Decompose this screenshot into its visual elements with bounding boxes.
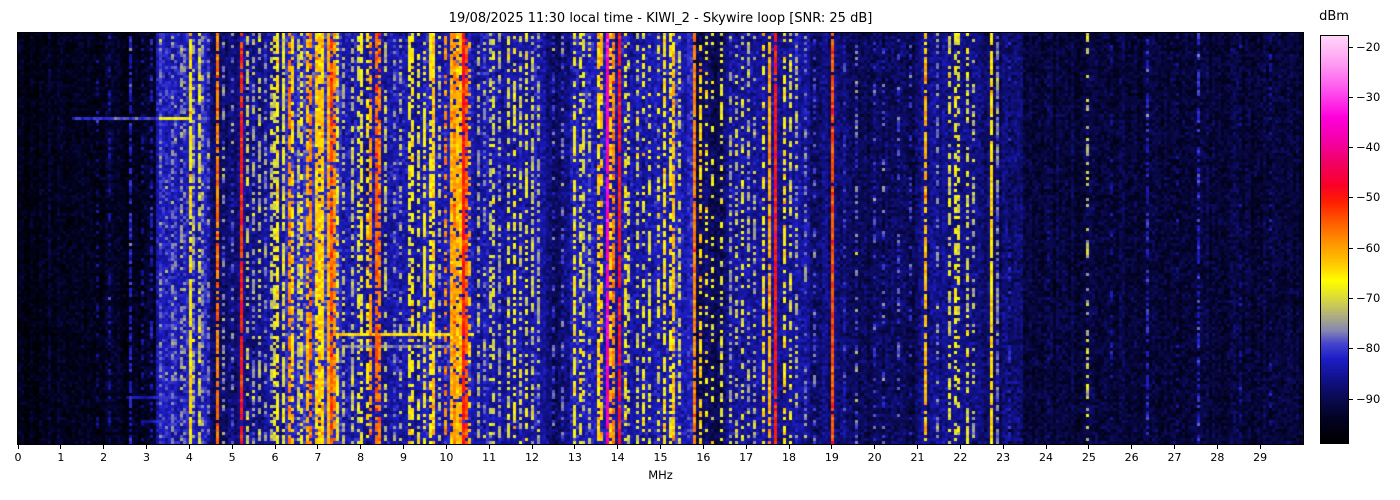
x-tick-label: 4 <box>185 451 193 464</box>
x-tick-label: 3 <box>143 451 150 464</box>
x-tick-mark <box>188 445 190 449</box>
x-tick-mark <box>146 445 147 449</box>
x-tick-mark <box>917 445 918 449</box>
x-tick-mark <box>274 445 276 449</box>
x-tick-mark <box>1045 445 1047 449</box>
colorbar-tick-label: −80 <box>1356 341 1381 356</box>
colorbar-tick-label: −30 <box>1356 89 1381 104</box>
x-tick-mark <box>17 445 19 449</box>
x-tick-mark <box>360 445 362 449</box>
x-tick-mark <box>745 445 747 449</box>
x-tick-mark <box>831 445 833 449</box>
x-axis-label: MHz <box>648 468 673 482</box>
x-tick-mark <box>1131 445 1133 449</box>
colorbar-gradient <box>1320 35 1349 444</box>
x-tick-mark <box>103 445 105 449</box>
x-tick-label: 2 <box>100 451 108 464</box>
colorbar-tick-mark <box>1349 398 1353 400</box>
x-tick-label: 26 <box>1124 451 1139 464</box>
colorbar-tick-label: −20 <box>1356 39 1381 54</box>
x-tick-mark <box>531 445 533 449</box>
x-tick-mark <box>317 445 319 449</box>
x-tick-mark <box>231 445 233 449</box>
x-tick-label: 16 <box>696 451 711 464</box>
x-tick-label: 6 <box>271 451 279 464</box>
x-tick-label: 27 <box>1167 451 1182 464</box>
x-tick-mark <box>403 445 404 449</box>
x-tick-label: 18 <box>782 451 796 464</box>
x-tick-mark <box>445 445 447 449</box>
colorbar-unit-label: dBm <box>1319 9 1349 24</box>
colorbar-tick-mark <box>1349 96 1353 98</box>
colorbar-tick-mark <box>1349 298 1353 300</box>
x-tick-mark <box>488 445 490 449</box>
x-tick-mark <box>702 445 704 449</box>
x-tick-mark <box>1259 445 1261 449</box>
x-tick-label: 12 <box>525 451 539 464</box>
colorbar-tick-label: −70 <box>1356 291 1381 306</box>
x-tick-label: 0 <box>14 451 22 464</box>
x-tick-label: 8 <box>357 451 365 464</box>
x-tick-mark <box>788 445 790 449</box>
x-tick-label: 15 <box>653 451 668 464</box>
x-tick-mark <box>1002 445 1004 449</box>
x-tick-mark <box>1174 445 1175 449</box>
x-tick-label: 21 <box>910 451 925 464</box>
x-tick-mark <box>574 445 576 449</box>
x-tick-mark <box>959 445 961 449</box>
x-tick-label: 13 <box>567 451 582 464</box>
x-tick-label: 10 <box>439 451 454 464</box>
x-tick-mark <box>660 445 661 449</box>
x-tick-label: 20 <box>867 451 882 464</box>
colorbar-tick-label: −40 <box>1356 140 1381 155</box>
x-tick-label: 11 <box>482 451 497 464</box>
x-tick-label: 7 <box>314 451 322 464</box>
chart-title: 19/08/2025 11:30 local time - KIWI_2 - S… <box>448 11 873 26</box>
x-tick-label: 19 <box>824 451 839 464</box>
colorbar-tick-mark <box>1349 197 1353 199</box>
colorbar-tick-mark <box>1349 348 1353 350</box>
x-tick-label: 14 <box>610 451 625 464</box>
x-tick-mark <box>60 445 62 449</box>
x-tick-mark <box>1088 445 1090 449</box>
x-tick-label: 29 <box>1253 451 1268 464</box>
colorbar-tick-label: −50 <box>1356 190 1381 205</box>
colorbar-tick-mark <box>1349 147 1353 149</box>
x-tick-mark <box>1216 445 1218 449</box>
colorbar-tick-label: −90 <box>1356 391 1381 406</box>
colorbar-tick-label: −60 <box>1356 240 1381 255</box>
colorbar-tick-mark <box>1349 46 1353 48</box>
colorbar-tick-mark <box>1349 247 1353 249</box>
x-tick-label: 25 <box>1081 451 1096 464</box>
x-tick-label: 23 <box>996 451 1011 464</box>
x-tick-mark <box>874 445 876 449</box>
x-tick-mark <box>617 445 619 449</box>
x-tick-label: 1 <box>57 451 65 464</box>
x-tick-label: 9 <box>400 451 407 464</box>
x-tick-label: 24 <box>1039 451 1053 464</box>
waterfall-heatmap <box>17 32 1304 445</box>
x-tick-label: 28 <box>1210 451 1225 464</box>
x-tick-label: 17 <box>739 451 754 464</box>
x-tick-label: 5 <box>228 451 236 464</box>
x-tick-label: 22 <box>953 451 968 464</box>
